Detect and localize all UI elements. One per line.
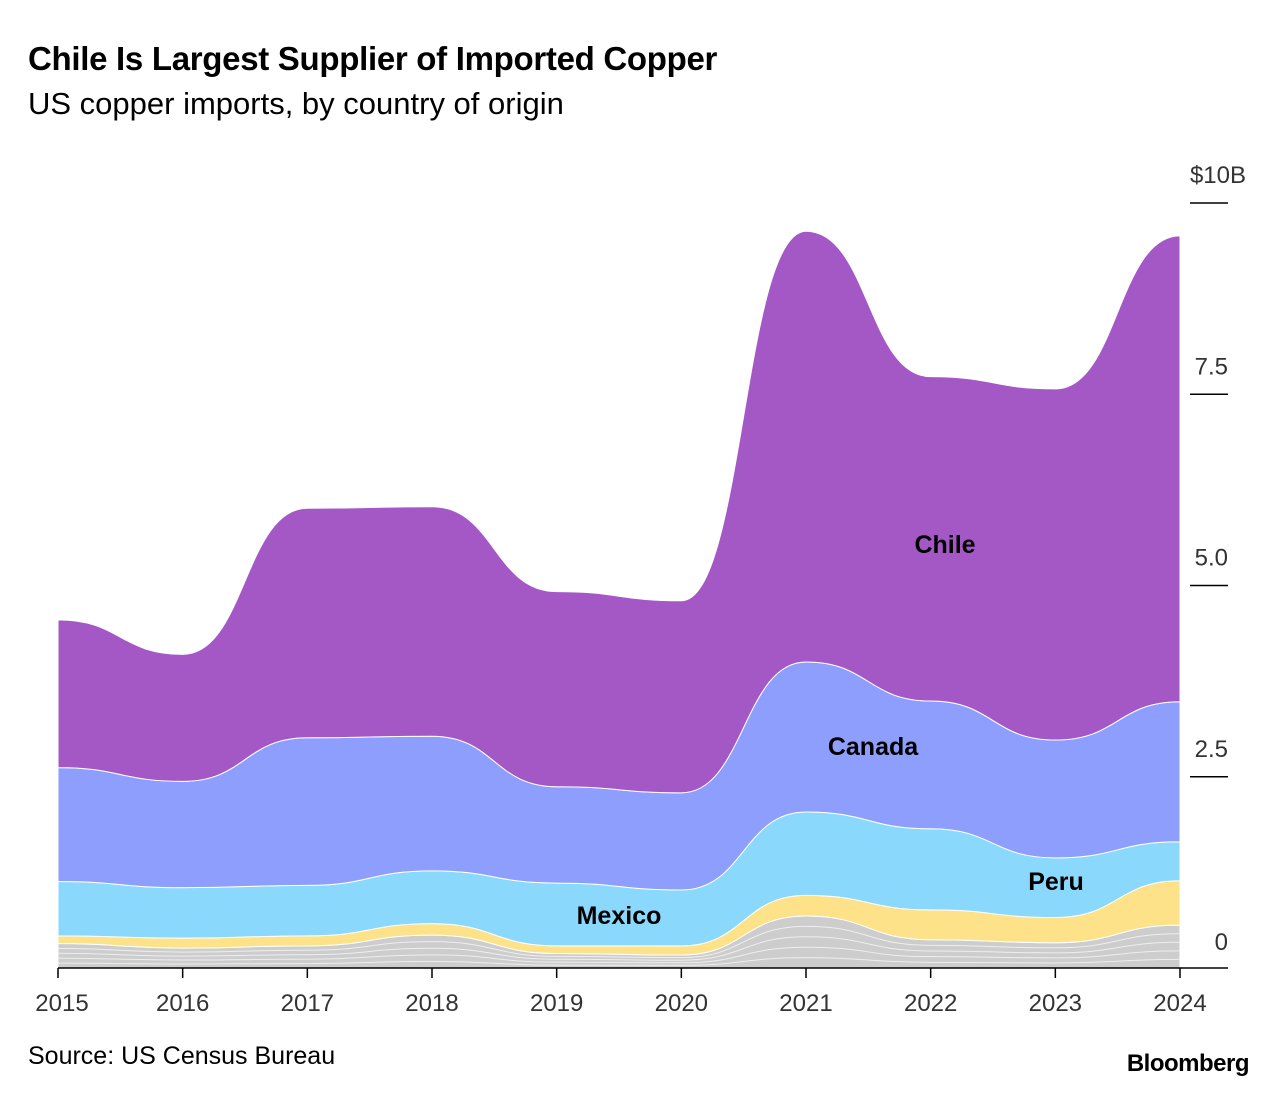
x-tick-label: 2020 xyxy=(655,990,708,1017)
chart-subtitle: US copper imports, by country of origin xyxy=(28,86,564,121)
x-tick-label: 2016 xyxy=(156,990,209,1017)
chart-title: Chile Is Largest Supplier of Imported Co… xyxy=(28,40,718,77)
series-label-mexico: Mexico xyxy=(577,902,662,930)
series-label-chile: Chile xyxy=(914,531,975,559)
x-tick-label: 2019 xyxy=(530,990,583,1017)
series-label-canada: Canada xyxy=(828,733,919,761)
other-country-line xyxy=(57,936,1181,961)
y-tick-label: $10B xyxy=(1190,162,1246,189)
area-chile xyxy=(57,230,1181,794)
x-tick-label: 2017 xyxy=(281,990,334,1017)
x-tick-label: 2021 xyxy=(779,990,832,1017)
x-tick-label: 2015 xyxy=(35,990,88,1017)
x-tick-label: 2022 xyxy=(904,990,957,1017)
x-axis: 2015 2016 2017 2018 2019 2020 2021 2022 2023 2024 xyxy=(35,967,1228,1017)
x-tick-label: 2023 xyxy=(1029,990,1082,1017)
area-layers xyxy=(57,230,1181,969)
other-country-line xyxy=(57,957,1181,966)
x-tick-label: 2024 xyxy=(1153,990,1206,1017)
other-country-line xyxy=(57,946,1181,964)
source-note: Source: US Census Bureau xyxy=(28,1042,336,1070)
y-tick-label: 2.5 xyxy=(1195,736,1228,763)
y-axis: 0 2.5 5.0 7.5 $10B xyxy=(1190,162,1246,956)
series-label-peru: Peru xyxy=(1028,868,1084,896)
x-tick-label: 2018 xyxy=(405,990,458,1017)
y-tick-label: 5.0 xyxy=(1195,545,1228,572)
bloomberg-logo: Bloomberg xyxy=(1126,1050,1250,1077)
other-country-line xyxy=(57,925,1181,959)
y-tick-label: 0 xyxy=(1215,929,1228,956)
y-tick-label: 7.5 xyxy=(1195,353,1228,380)
